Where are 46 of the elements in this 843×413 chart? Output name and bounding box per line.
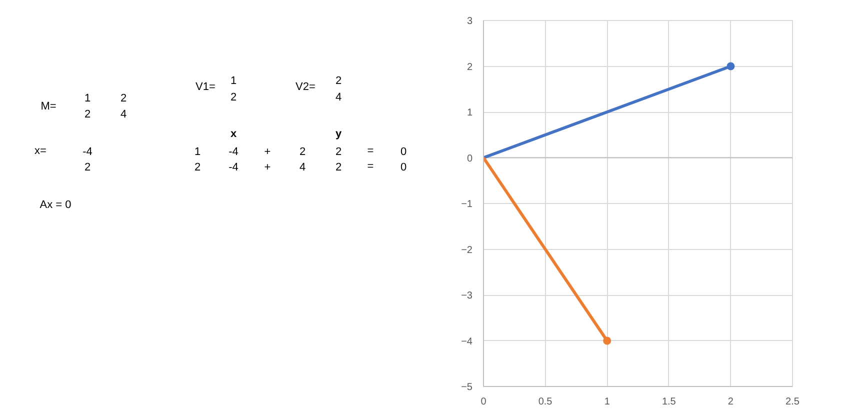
text: -4 [228,162,238,174]
text: 2 [230,92,237,104]
y-tick-label: 2 [466,62,473,73]
text: 0 [400,162,407,174]
x-tick-label: 0 [480,396,487,408]
y-tick-label: 0 [466,153,473,164]
x-tick-label: 2 [728,396,734,408]
text: 4 [299,162,306,174]
text: + [264,146,271,158]
x-tick-label: 0.5 [538,396,553,408]
text: x= [34,144,46,157]
text: -4 [228,146,238,158]
text: 2 [84,108,91,121]
text: 4 [335,92,342,104]
text: 2 [299,146,306,158]
y-tick-label: 1 [466,108,473,118]
x-tick-label: 2.5 [786,396,800,408]
text: 2 [194,162,201,174]
text: = [367,160,374,173]
text: V1= [196,80,216,93]
text: V2= [296,80,316,93]
y-tick-label: −1 [461,199,473,210]
x-tick-label: 1.5 [662,396,676,408]
y-tick-label: −3 [461,290,473,302]
text: 1 [84,92,91,105]
y-tick-label: 3 [466,16,473,27]
text: y [335,128,342,140]
text: 0 [400,146,407,158]
text: 2 [335,162,342,174]
text: 4 [120,108,127,121]
text: Ax = 0 [40,198,72,211]
text: = [367,144,374,157]
y-tick-label: −4 [461,336,473,348]
text: M= [40,100,56,112]
text: + [264,162,271,174]
text: 1 [194,146,201,158]
text: 2 [120,92,127,105]
y-tick-label: −2 [461,244,473,256]
text: -4 [82,146,92,158]
text: 2 [335,74,342,87]
text: 1 [230,74,237,87]
x-tick-label: 1 [604,396,610,408]
y-tick-label: −5 [461,382,473,393]
text: 2 [84,162,91,174]
text: x [230,128,238,140]
text: 2 [335,146,342,158]
